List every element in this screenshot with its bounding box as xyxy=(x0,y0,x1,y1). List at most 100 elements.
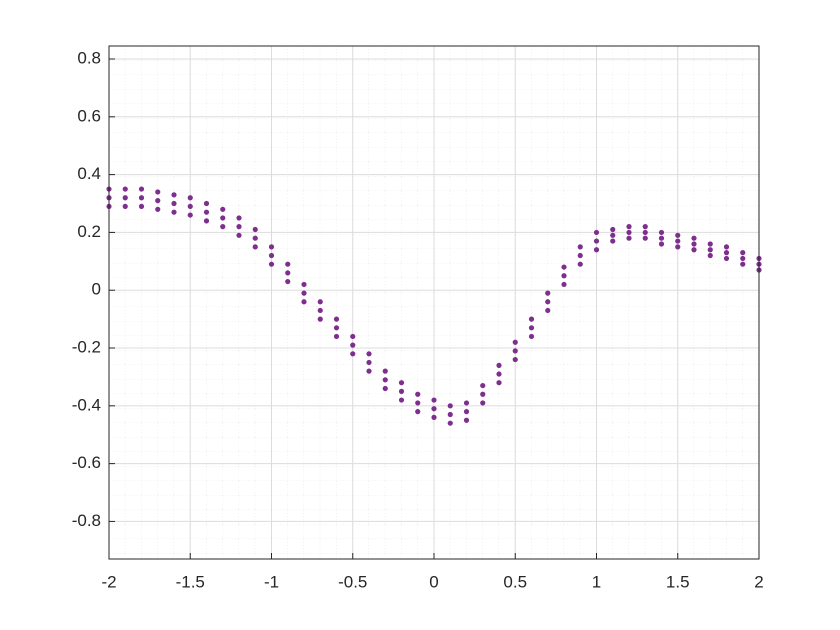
point xyxy=(561,281,567,288)
point xyxy=(561,273,567,279)
point xyxy=(122,203,128,210)
point xyxy=(431,414,437,420)
point xyxy=(642,229,648,236)
point xyxy=(577,252,583,259)
point xyxy=(463,409,470,415)
point xyxy=(528,333,535,340)
point xyxy=(723,244,730,250)
point xyxy=(707,252,713,259)
point xyxy=(268,252,275,259)
point xyxy=(138,186,145,192)
x-tick-label: 1 xyxy=(592,572,601,591)
point xyxy=(447,411,453,418)
point xyxy=(642,224,648,230)
point xyxy=(236,224,242,230)
point xyxy=(593,238,600,244)
point xyxy=(382,368,388,374)
point xyxy=(301,299,307,305)
point xyxy=(723,250,730,256)
point xyxy=(333,316,340,322)
point xyxy=(155,189,161,195)
point xyxy=(187,195,193,201)
point xyxy=(463,417,470,423)
point xyxy=(317,299,323,305)
point xyxy=(593,229,600,236)
point xyxy=(398,397,405,403)
point xyxy=(415,400,421,406)
point xyxy=(480,382,486,389)
point xyxy=(480,391,486,397)
point xyxy=(285,261,291,267)
y-tick-label: 0.8 xyxy=(77,48,101,67)
point xyxy=(415,391,421,397)
point xyxy=(171,192,177,198)
point xyxy=(138,195,145,201)
point xyxy=(447,403,453,409)
y-tick-label: -0.8 xyxy=(72,511,101,530)
x-tick-label: 1.5 xyxy=(666,572,690,591)
point xyxy=(707,241,713,247)
point xyxy=(480,400,486,406)
point xyxy=(398,380,405,386)
point xyxy=(577,261,583,267)
x-tick-label: -2 xyxy=(101,572,116,591)
point xyxy=(366,351,372,357)
point xyxy=(431,397,437,403)
y-tick-label: 0 xyxy=(92,280,101,299)
point xyxy=(366,368,372,374)
point xyxy=(658,241,665,247)
point xyxy=(220,224,226,230)
point xyxy=(398,388,405,394)
point xyxy=(350,351,356,357)
point xyxy=(723,255,730,262)
point xyxy=(496,371,502,377)
point xyxy=(350,333,356,340)
point xyxy=(675,244,681,250)
point xyxy=(691,235,697,241)
point xyxy=(545,299,551,305)
point xyxy=(268,261,275,267)
point xyxy=(642,235,648,241)
point xyxy=(252,235,258,241)
point xyxy=(220,215,226,221)
point xyxy=(317,316,323,322)
point xyxy=(220,206,226,212)
point xyxy=(675,232,681,238)
point xyxy=(203,209,210,215)
point xyxy=(512,348,518,354)
point xyxy=(626,229,632,236)
point xyxy=(740,261,746,267)
point xyxy=(626,224,632,230)
point xyxy=(236,232,242,238)
point xyxy=(382,385,388,392)
x-tick-label: 0.5 xyxy=(503,572,527,591)
point xyxy=(301,281,307,288)
x-tick-label: -0.5 xyxy=(338,572,367,591)
point xyxy=(610,232,616,238)
point xyxy=(512,356,518,363)
point xyxy=(187,203,193,210)
point xyxy=(203,218,210,224)
y-tick-label: 0.4 xyxy=(77,164,101,183)
x-tick-label: 2 xyxy=(754,572,763,591)
y-tick-label: 0.2 xyxy=(77,222,101,241)
point xyxy=(268,244,275,250)
point xyxy=(317,307,323,314)
point xyxy=(415,409,421,415)
point xyxy=(382,377,388,383)
point xyxy=(203,200,210,207)
point xyxy=(155,198,161,204)
point xyxy=(528,325,535,331)
point xyxy=(285,278,291,285)
point xyxy=(691,247,697,253)
point xyxy=(171,209,177,215)
point xyxy=(593,247,600,253)
point xyxy=(561,264,567,270)
point xyxy=(577,244,583,250)
point xyxy=(366,359,372,366)
point xyxy=(463,400,470,406)
point xyxy=(496,362,502,368)
y-tick-label: 0.6 xyxy=(77,106,101,125)
point xyxy=(707,247,713,253)
